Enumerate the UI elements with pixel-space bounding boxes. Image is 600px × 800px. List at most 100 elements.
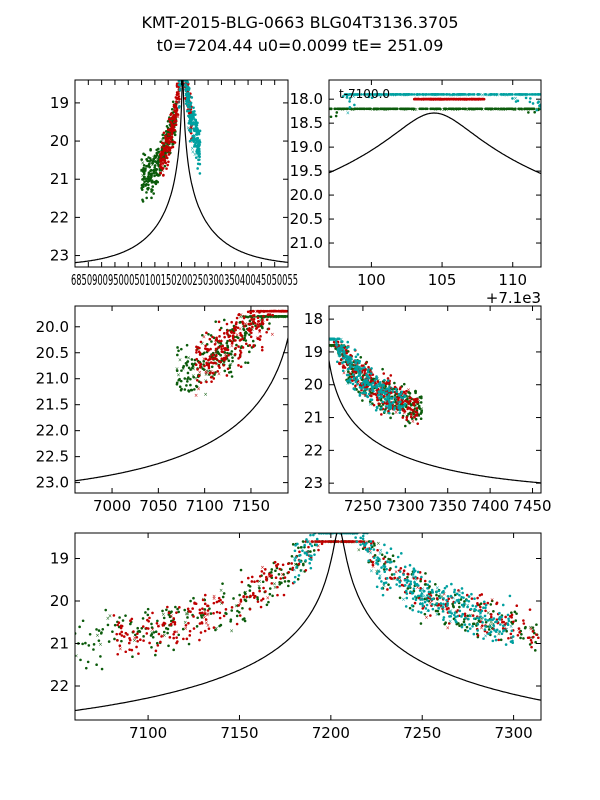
panel-bottom-point-dark-green [382,568,386,571]
panel-bottom-point-cyan [431,590,434,593]
panel-bottom-point-red [439,604,443,608]
panel-top-left-point-red [160,141,164,145]
panel-bottom-point-dark-green [195,625,199,628]
panel-bottom-point-dark-green [406,587,410,590]
panel-mid-left-point-dark-green [260,325,264,329]
panel-bottom-point-dark-green [172,648,175,652]
panel-bottom-point-cyan [473,597,476,601]
panel-bottom-point-dark-green [101,627,105,631]
panel-bottom-point-dark-green [387,557,390,561]
panel-bottom-point-dark-green: × [108,614,112,620]
panel-top-right-point-dark-green [527,111,530,114]
panel-bottom-point-dark-green [167,644,170,648]
panel-mid-right-point-cyan [369,372,373,375]
panel-bottom-point-dark-green [522,637,525,640]
panel-bottom-point-cyan [441,606,445,609]
panel-bottom-point-red [510,613,514,617]
panel-mid-right-point-cyan [394,387,398,391]
panel-mid-left-point-red: × [217,372,221,378]
panel-top-left-point-red: × [160,145,164,151]
panel-top-left-point-dark-green [164,130,168,133]
panel-top-left-point-cyan [192,127,196,130]
panel-bottom-point-dark-green [312,549,316,552]
panel-mid-left-point-dark-green: × [270,314,274,320]
panel-bottom-point-dark-green [487,628,491,631]
panel-bottom-point-dark-green [243,592,247,596]
panel-top-left-point-red [173,128,177,132]
panel-mid-right-point-red: × [339,360,343,366]
panel-mid-right-point-cyan [359,376,363,380]
panel-top-right-point-dark-green [518,107,522,111]
panel-top-right-point-dark-green [344,107,348,111]
panel-mid-right-point-cyan [356,353,360,356]
panel-bottom-point-red [481,624,484,627]
panel-mid-left-point-dark-green [207,332,210,336]
panel-top-left-point-dark-green [154,156,157,159]
panel-bottom-point-dark-green [419,622,423,625]
panel-mid-right-point-cyan [403,404,406,407]
panel-bottom-point-red [256,579,259,583]
panel-top-right-point-dark-green [329,115,333,119]
panel-bottom-point-cyan [389,547,393,551]
panel-mid-left-point-red [206,349,210,352]
panel-mid-left-point-red [250,318,254,321]
panel-bottom-point-red [204,618,208,621]
panel-bottom-point-cyan [506,623,510,627]
panel-bottom-point-cyan [484,625,487,628]
panel-mid-left-point-red [199,340,203,344]
panel-bottom-point-cyan [501,603,505,607]
panel-mid-left-point-red: × [194,393,198,399]
panel-mid-left-series-red: ××××××××××××××××××××××××××××××××××× [194,309,288,399]
panel-mid-left-point-dark-green [222,318,226,322]
panel-mid-right-point-cyan [370,367,373,370]
panel-bottom-point-dark-green [383,555,387,559]
panel-bottom-point-cyan [489,630,493,634]
panel-top-right-point-dark-green: × [512,107,516,113]
panel-mid-left-point-red [233,328,237,332]
panel-mid-right-y-tick-label: 20 [304,376,323,394]
panel-mid-right-point-red [354,384,357,388]
panel-top-left-point-dark-green: × [166,143,170,149]
panel-bottom-point-red: × [260,565,264,571]
panel-top-left-point-cyan [188,122,192,125]
panel-bottom-point-red [206,604,209,608]
panel-mid-right-point-dark-green [361,399,364,402]
panel-bottom-point-dark-green [95,663,98,667]
panel-mid-left-point-red [215,357,218,361]
panel-top-left-point-red [172,114,175,117]
panel-top-right-point-cyan [379,93,383,96]
panel-mid-right-point-cyan [345,355,349,358]
panel-mid-right-point-cyan [384,405,388,408]
panel-bottom-x-tick-label: 7200 [312,724,350,742]
panel-mid-left-point-dark-green [248,333,251,336]
panel-mid-right-point-cyan [371,387,374,391]
panel-top-right-point-dark-green [486,107,490,111]
panel-bottom-point-cyan [412,587,416,591]
panel-bottom-point-dark-green [372,542,376,545]
panel-top-right-point-cyan [410,93,414,96]
panel-top-left-point-red [161,162,165,165]
panel-bottom-point-cyan [437,589,441,593]
panel-top-right-point-dark-green [379,107,383,111]
panel-bottom-point-red [172,617,176,620]
panel-mid-left-point-red [242,316,246,320]
panel-bottom-point-red [141,625,145,628]
panel-top-right-point-cyan: × [454,92,458,98]
panel-top-left-point-cyan [195,133,198,136]
panel-top-right-point-red [462,97,466,101]
panel-bottom-point-dark-green [241,618,245,621]
panel-bottom-point-cyan [384,581,388,584]
panel-bottom-point-red [145,632,149,635]
panel-bottom-point-cyan [303,543,306,547]
panel-mid-right-point-cyan [358,392,362,395]
panel-mid-right-point-dark-green [403,424,407,428]
panel-bottom-point-dark-green [471,622,475,626]
panel-mid-right-point-red [375,396,379,399]
panel-top-left-point-dark-green: × [156,149,160,155]
panel-bottom-point-red [163,622,167,625]
panel-bottom-point-cyan [484,618,487,621]
panel-bottom-point-dark-green [270,571,273,574]
panel-bottom-point-cyan [414,583,418,587]
panel-mid-left-point-red [241,320,244,324]
panel-bottom-point-dark-green [170,610,173,613]
